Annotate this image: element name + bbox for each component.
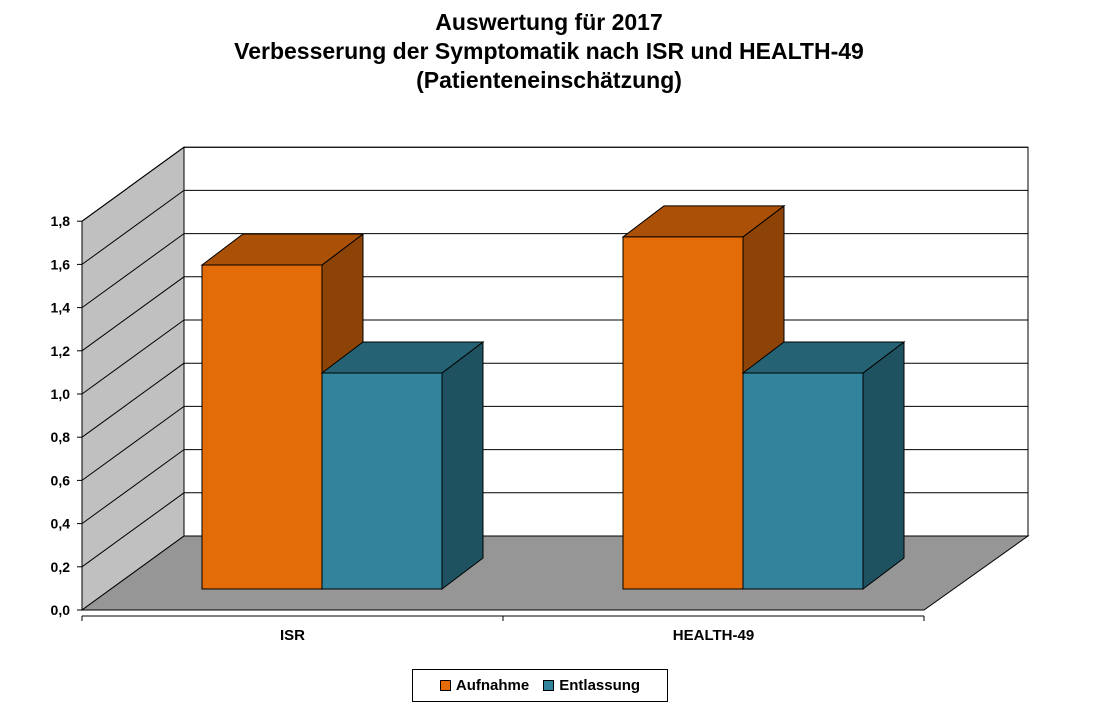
gridline-side xyxy=(81,189,185,265)
chart-title-line-1: Auswertung für 2017 xyxy=(435,9,663,35)
y-tick-label: 1,2 xyxy=(51,343,71,359)
y-tick-label: 0,4 xyxy=(51,516,71,532)
bar-side-health-49-entlassung xyxy=(862,340,905,591)
y-tick-label: 1,0 xyxy=(51,386,71,402)
bar-side-isr-entlassung xyxy=(441,340,484,591)
legend-label-entlassung: Entlassung xyxy=(559,677,641,694)
legend-item-entlassung: Entlassung xyxy=(543,677,640,694)
gridline-side xyxy=(81,319,185,395)
legend-swatch-aufnahme xyxy=(439,680,451,691)
x-category-label: ISR xyxy=(280,627,305,644)
gridline-side xyxy=(81,276,185,352)
gridline-side xyxy=(81,492,185,568)
legend-swatch-entlassung xyxy=(543,680,555,691)
gridline-side xyxy=(81,233,185,309)
chart-title: Auswertung für 2017 Verbesserung der Sym… xyxy=(0,8,1098,95)
y-tick-label: 0,2 xyxy=(51,559,71,575)
y-tick-label: 1,8 xyxy=(51,213,71,229)
x-category-label: HEALTH-49 xyxy=(673,627,754,644)
gridline-side xyxy=(81,449,185,525)
y-tick-label: 1,6 xyxy=(51,256,71,272)
y-tick-label: 0,8 xyxy=(51,429,71,445)
chart-title-line-2: Verbesserung der Symptomatik nach ISR un… xyxy=(234,38,864,64)
gridline-side xyxy=(81,405,185,481)
legend-item-aufnahme: Aufnahme xyxy=(439,677,530,694)
y-tick-label: 1,4 xyxy=(51,300,71,316)
bar-isr-entlassung xyxy=(321,372,443,590)
y-tick-label: 0,6 xyxy=(51,472,71,488)
chart-title-line-3: (Patienteneinschätzung) xyxy=(416,67,682,93)
bar-health-49-aufnahme xyxy=(622,236,744,590)
y-tick-label: 0,0 xyxy=(51,602,71,618)
bar-isr-aufnahme xyxy=(201,264,323,590)
legend-label-aufnahme: Aufnahme xyxy=(455,677,530,694)
gridline-side xyxy=(81,146,185,222)
bar-health-49-entlassung xyxy=(742,372,864,590)
legend: Aufnahme Entlassung xyxy=(412,669,668,702)
side-wall xyxy=(81,146,185,611)
gridline-side xyxy=(81,362,185,438)
